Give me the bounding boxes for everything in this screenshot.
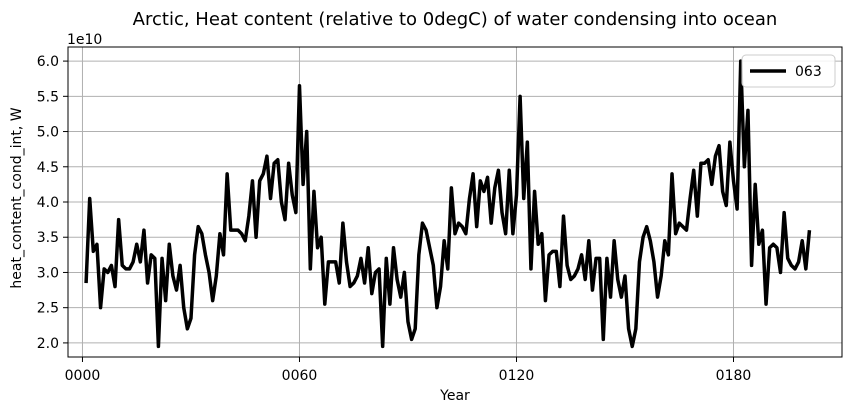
plot-frame	[67, 46, 843, 358]
x-tick-label: 0060	[282, 368, 318, 384]
y-tick-label: 2.5	[37, 301, 59, 317]
y-tick-label: 3.0	[37, 265, 59, 281]
x-tick-label: 0000	[65, 368, 101, 384]
x-axis-ticks: 0000 0060 0120 0180	[65, 357, 752, 384]
y-tick-label: 4.0	[37, 195, 59, 211]
series-line-063	[84, 59, 812, 349]
legend-label-063: 063	[795, 64, 822, 80]
y-offset-label: 1e10	[67, 32, 102, 48]
y-axis-label: heat_content_cond_int, W	[9, 107, 25, 288]
y-tick-label: 4.5	[37, 160, 59, 176]
y-tick-label: 5.0	[37, 125, 59, 141]
legend: 063	[741, 54, 836, 88]
y-tick-label: 3.5	[37, 230, 59, 246]
y-tick-label: 5.5	[37, 89, 59, 105]
y-axis-ticks: 2.0 2.5 3.0 3.5 4.0 4.5 5.0 5.5 6.0	[37, 54, 68, 352]
chart-title: Arctic, Heat content (relative to 0degC)…	[133, 9, 778, 30]
y-tick-label: 6.0	[37, 54, 59, 70]
series-layer	[84, 59, 812, 349]
x-tick-label: 0180	[716, 368, 752, 384]
legend-box	[741, 54, 836, 88]
x-tick-label: 0120	[499, 368, 535, 384]
y-tick-label: 2.0	[37, 336, 59, 352]
x-axis-label: Year	[439, 388, 470, 404]
